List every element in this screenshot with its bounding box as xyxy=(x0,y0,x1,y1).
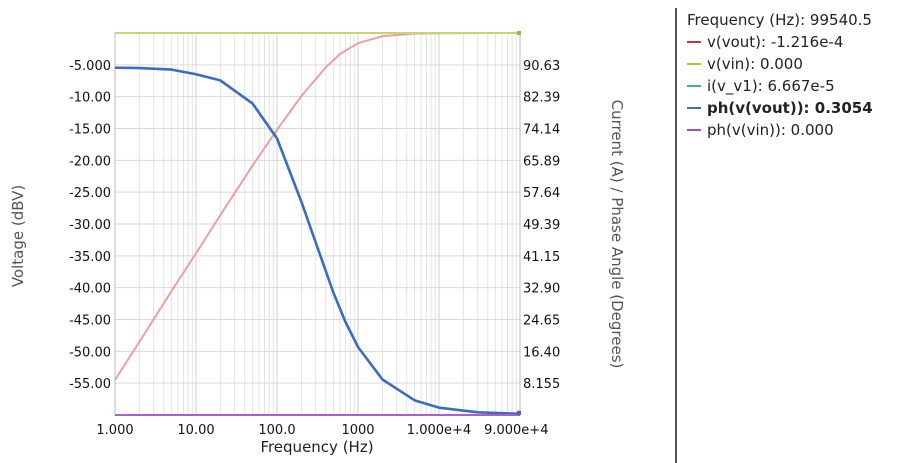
grid xyxy=(114,32,521,416)
y-right-tick-label: 8.155 xyxy=(523,377,560,392)
legend-item[interactable]: ph(v(vout)): 0.3054 xyxy=(687,97,873,119)
y-left-tick-label: -40.00 xyxy=(69,282,111,297)
x-tick-label: 100.0 xyxy=(258,423,295,438)
y-right-tick-label: 41.15 xyxy=(523,250,560,265)
y-axis-right-title: Current (A) / Phase Angle (Degrees) xyxy=(608,100,626,369)
legend-swatch xyxy=(687,63,701,65)
series-line-ph-v-vout- xyxy=(114,66,521,416)
y-right-tick-label: 57.64 xyxy=(523,186,560,201)
legend-item[interactable]: v(vin): 0.000 xyxy=(687,53,873,75)
y-right-tick-label: 32.90 xyxy=(523,282,560,297)
x-tick-label: 1.000 xyxy=(96,423,133,438)
series-line-v-vout- xyxy=(114,32,521,381)
legend-item-label: ph(v(vin)): 0.000 xyxy=(707,121,834,139)
legend-item-label: v(vin): 0.000 xyxy=(707,55,803,73)
y-left-tick-label: -5.000 xyxy=(69,59,111,74)
y-left-tick-label: -45.00 xyxy=(69,314,111,329)
y-right-tick-label: 90.63 xyxy=(523,59,560,74)
y-right-tick-label: 65.89 xyxy=(523,154,560,169)
legend-item-label: ph(v(vout)): 0.3054 xyxy=(707,99,873,117)
cursor-frequency-readout: Frequency (Hz): 99540.5 xyxy=(687,11,872,29)
x-tick-label: 9.000e+4 xyxy=(484,423,548,438)
tick-labels: -5.000 -10.00 -15.00 -20.00 -25.00 -30.00 -35.… xyxy=(69,59,560,438)
y-left-tick-label: -35.00 xyxy=(69,250,111,265)
x-axis-title: Frequency (Hz) xyxy=(260,438,373,456)
legend-swatch xyxy=(687,107,701,109)
legend-swatch xyxy=(687,41,701,43)
legend: Frequency (Hz): 99540.5 v(vout): -1.216e… xyxy=(687,9,873,141)
legend-item[interactable]: v(vout): -1.216e-4 xyxy=(687,31,873,53)
series-lines xyxy=(114,31,521,416)
cursor-marker xyxy=(517,31,521,35)
legend-item[interactable]: i(v_v1): 6.667e-5 xyxy=(687,75,873,97)
x-tick-label: 1.000e+4 xyxy=(407,423,471,438)
x-tick-label: 1000 xyxy=(341,423,374,438)
y-left-tick-label: -15.00 xyxy=(69,123,111,138)
y-axis-left-title: Voltage (dBV) xyxy=(9,185,27,287)
y-right-tick-label: 74.14 xyxy=(523,123,560,138)
y-left-tick-label: -20.00 xyxy=(69,154,111,169)
legend-item-label: v(vout): -1.216e-4 xyxy=(707,33,844,51)
y-left-tick-label: -25.00 xyxy=(69,186,111,201)
y-left-tick-label: -10.00 xyxy=(69,91,111,106)
y-right-tick-label: 49.39 xyxy=(523,218,560,233)
panel-divider xyxy=(675,8,677,463)
legend-swatch xyxy=(687,129,701,131)
x-tick-label: 10.00 xyxy=(177,423,214,438)
legend-swatch xyxy=(687,85,701,87)
y-left-tick-label: -50.00 xyxy=(69,345,111,360)
cursor-marker xyxy=(517,410,521,415)
y-right-tick-label: 82.39 xyxy=(523,91,560,106)
y-left-tick-label: -30.00 xyxy=(69,218,111,233)
y-right-tick-label: 24.65 xyxy=(523,314,560,329)
legend-item[interactable]: ph(v(vin)): 0.000 xyxy=(687,119,873,141)
legend-item-label: i(v_v1): 6.667e-5 xyxy=(707,77,835,95)
plot-area: -5.000 -10.00 -15.00 -20.00 -25.00 -30.00 -35.… xyxy=(9,31,626,456)
y-right-tick-label: 16.40 xyxy=(523,345,560,360)
y-left-tick-label: -55.00 xyxy=(69,377,111,392)
